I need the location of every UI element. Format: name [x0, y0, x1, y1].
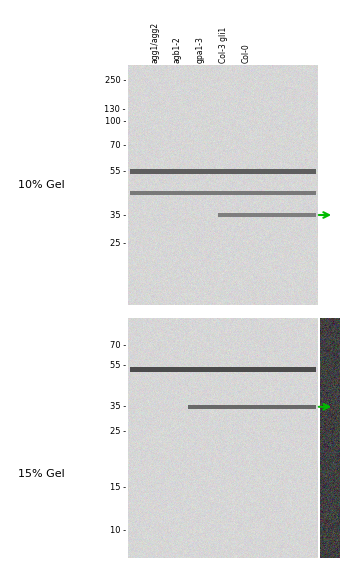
Text: agb1-2: agb1-2 [173, 36, 182, 63]
Text: 10 -: 10 - [110, 526, 126, 535]
Text: 35 -: 35 - [110, 210, 126, 220]
Bar [188, 405, 316, 409]
Bar [218, 213, 316, 217]
Text: 10% Gel: 10% Gel [18, 180, 65, 190]
Bar [130, 367, 316, 372]
Bar [130, 169, 316, 174]
Text: 25 -: 25 - [110, 239, 126, 248]
Text: Col-0: Col-0 [242, 43, 251, 63]
Text: 35 -: 35 - [110, 402, 126, 411]
Text: Col-3 gli1: Col-3 gli1 [219, 27, 228, 63]
Text: 55 -: 55 - [110, 362, 126, 371]
Bar [130, 192, 316, 196]
Text: 25 -: 25 - [110, 427, 126, 436]
Text: 15% Gel: 15% Gel [18, 469, 65, 479]
Text: gpa1-3: gpa1-3 [196, 36, 205, 63]
Text: agg1/agg2: agg1/agg2 [150, 22, 159, 63]
Text: 70 -: 70 - [110, 341, 126, 350]
Text: 70 -: 70 - [110, 141, 126, 150]
Text: 250 -: 250 - [105, 76, 126, 85]
Text: 100 -: 100 - [105, 117, 126, 126]
Text: 55 -: 55 - [110, 167, 126, 176]
Text: 130 -: 130 - [105, 105, 126, 114]
Text: 15 -: 15 - [110, 483, 126, 492]
